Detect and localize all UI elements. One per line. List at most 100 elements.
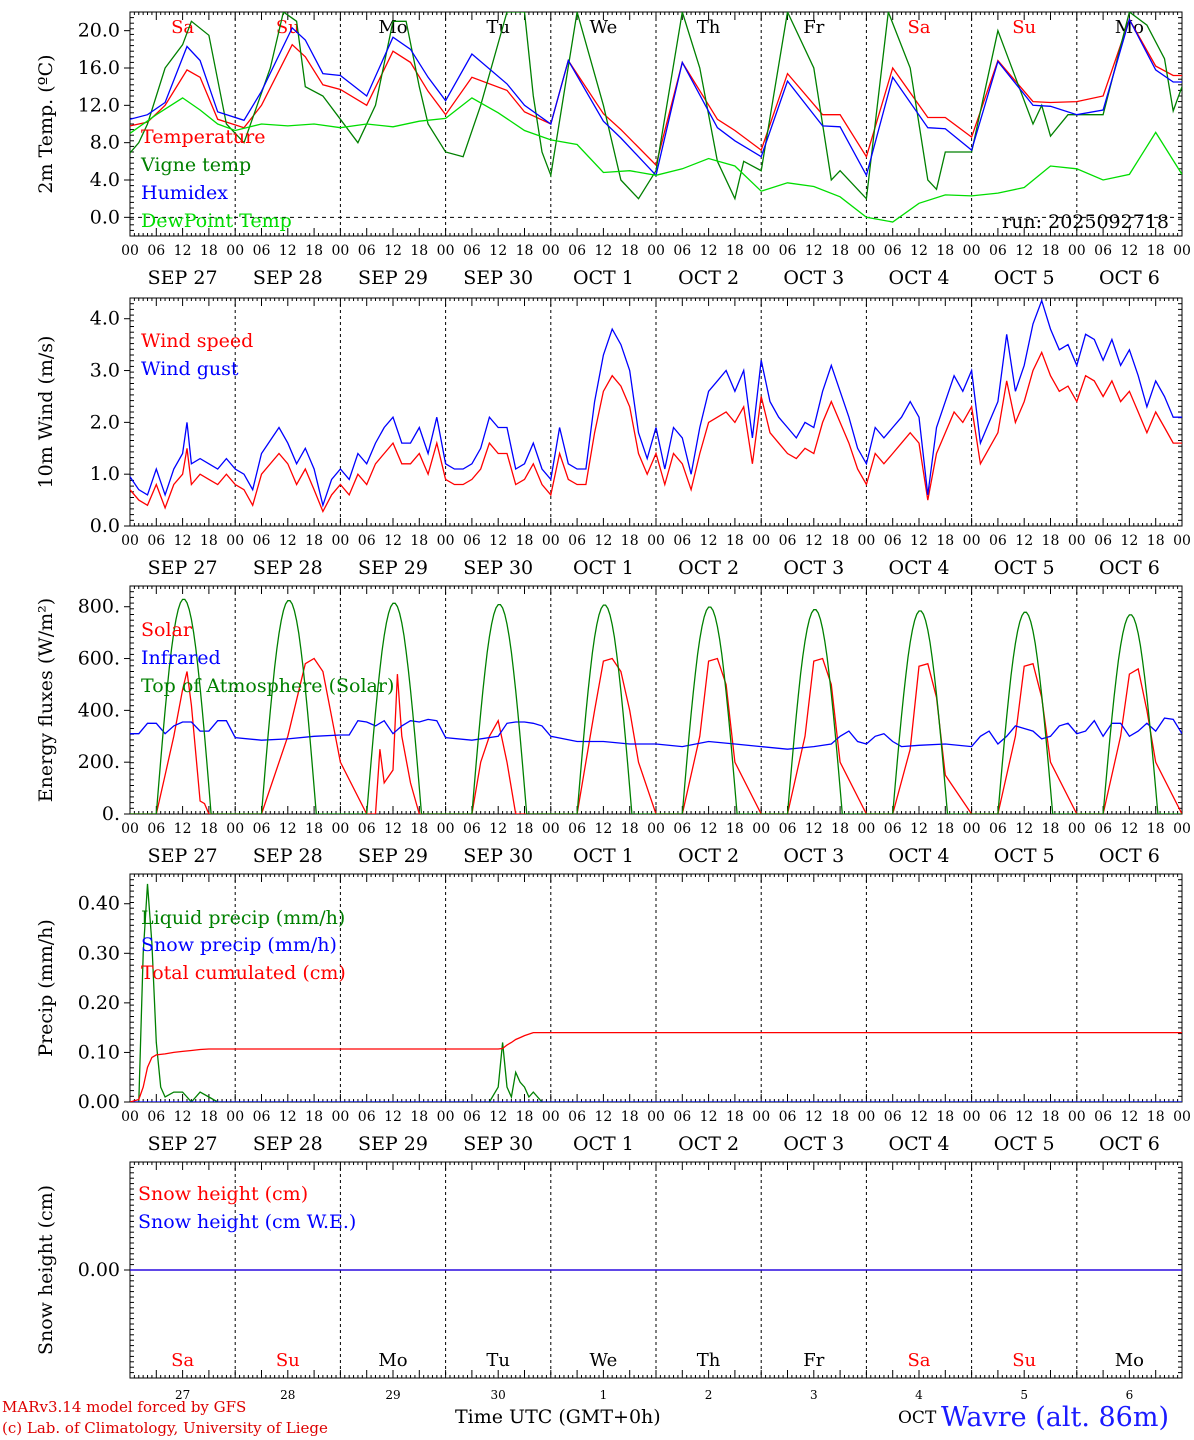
day-label: OCT 1 (573, 267, 634, 289)
hour-tick-label: 00 (331, 243, 349, 259)
day-label: SEP 30 (463, 1133, 533, 1155)
hour-tick-label: 12 (384, 243, 402, 259)
hour-tick-label: 00 (331, 533, 349, 549)
legend-entry: Snow height (cm W.E.) (138, 1211, 356, 1233)
y-tick-label: 200. (78, 751, 120, 773)
hour-tick-label: 12 (1120, 821, 1138, 837)
time-axis-label: Time UTC (GMT+0h) (455, 1406, 661, 1428)
day-label: OCT 3 (783, 1133, 844, 1155)
weekday-label: Mo (378, 1350, 407, 1371)
hour-tick-label: 06 (989, 533, 1007, 549)
hour-tick-label: 00 (647, 821, 665, 837)
y-axis-label: Precip (mm/h) (35, 919, 57, 1057)
day-label: SEP 29 (358, 267, 428, 289)
hour-tick-label: 12 (489, 1109, 507, 1125)
day-label: OCT 5 (994, 845, 1055, 867)
hour-tick-label: 18 (1042, 533, 1060, 549)
hour-tick-label: 06 (779, 533, 797, 549)
hour-tick-label: 00 (1068, 821, 1086, 837)
series-line-dewpoint-temp (130, 97, 1182, 223)
day-label: OCT 2 (678, 267, 739, 289)
hour-tick-label: 00 (331, 1109, 349, 1125)
panel-3: 0. 200. 400. 600. 800. Energy fluxes (W/m²) 00… (35, 585, 1191, 867)
weekday-label: Sa (171, 17, 194, 38)
day-label: SEP 27 (148, 1133, 218, 1155)
hour-tick-label: 06 (568, 243, 586, 259)
day-label: SEP 28 (253, 845, 323, 867)
day-label: SEP 28 (253, 557, 323, 579)
model-credit: MARv3.14 model forced by GFS (2, 1398, 247, 1416)
legend-entry: Wind speed (141, 330, 253, 352)
hour-tick-label: 18 (726, 821, 744, 837)
hour-tick-label: 06 (463, 821, 481, 837)
hour-tick-label: 12 (805, 1109, 823, 1125)
hour-tick-label: 12 (489, 821, 507, 837)
hour-tick-label: 12 (700, 243, 718, 259)
copyright-credit: (c) Lab. of Climatology, University of L… (2, 1419, 328, 1437)
hour-tick-label: 18 (936, 1109, 954, 1125)
hour-tick-label: 00 (121, 533, 139, 549)
y-tick-label: 0.0 (90, 515, 120, 537)
day-label: SEP 28 (253, 267, 323, 289)
hour-tick-label: 06 (779, 821, 797, 837)
y-tick-label: 0.00 (78, 1091, 120, 1113)
day-label: OCT 3 (783, 267, 844, 289)
hour-tick-label: 12 (279, 821, 297, 837)
legend-entry: Humidex (141, 182, 228, 204)
panel-2: 0.0 1.0 2.0 3.0 4.0 10m Wind (m/s) 00 06 12 18 00 0… (35, 297, 1191, 579)
day-label: OCT 5 (994, 1133, 1055, 1155)
day-label: SEP 30 (463, 845, 533, 867)
hour-tick-label: 00 (331, 821, 349, 837)
legend-entry: Total cumulated (cm) (141, 962, 346, 984)
day-number-label: 5 (1020, 1388, 1028, 1400)
hour-tick-label: 00 (963, 533, 981, 549)
hour-tick-label: 12 (805, 533, 823, 549)
panel-5: 0.00 Snow height (cm) Sa Su Mo Tu We Th Fr Sa Su Mo… (35, 1161, 1183, 1400)
hour-tick-label: 06 (989, 1109, 1007, 1125)
hour-tick-label: 06 (253, 821, 271, 837)
meteogram-chart: 0.04.08.012.016.020.02m Temp. (ºC)00 06 12… (35, 11, 1191, 1400)
y-tick-label: 4.0 (90, 308, 120, 330)
hour-tick-label: 18 (1147, 821, 1165, 837)
hour-tick-label: 18 (621, 533, 639, 549)
hour-tick-label: 06 (463, 1109, 481, 1125)
day-label: OCT 2 (678, 557, 739, 579)
hour-tick-label: 18 (305, 533, 323, 549)
y-tick-label: 0.0 (90, 206, 120, 228)
hour-tick-label: 18 (621, 1109, 639, 1125)
series-line-infrared (130, 717, 1182, 750)
y-tick-label: 12.0 (78, 94, 120, 116)
series-line-wind-gust (130, 298, 1182, 508)
y-tick-label: 0.00 (78, 1259, 120, 1281)
hour-tick-label: 12 (700, 821, 718, 837)
hour-tick-label: 06 (779, 243, 797, 259)
legend-entry: Top of Atmosphere (Solar) (141, 675, 394, 697)
y-tick-label: 0.10 (78, 1041, 120, 1063)
hour-tick-label: 12 (1120, 1109, 1138, 1125)
legend-entry: Infrared (141, 647, 221, 669)
hour-tick-label: 18 (305, 243, 323, 259)
hour-tick-label: 18 (1042, 243, 1060, 259)
hour-tick-label: 12 (1015, 1109, 1033, 1125)
legend-entry: Liquid precip (mm/h) (141, 907, 345, 929)
hour-tick-label: 00 (1173, 533, 1191, 549)
day-label: SEP 29 (358, 1133, 428, 1155)
hour-tick-label: 00 (647, 243, 665, 259)
day-label: SEP 29 (358, 845, 428, 867)
hour-tick-label: 18 (410, 821, 428, 837)
hour-tick-label: 06 (673, 1109, 691, 1125)
y-axis-label: 2m Temp. (ºC) (35, 54, 57, 193)
hour-tick-label: 06 (568, 533, 586, 549)
hour-tick-label: 18 (305, 821, 323, 837)
series-line-humidex (130, 17, 1182, 178)
hour-tick-label: 00 (437, 821, 455, 837)
y-tick-label: 0.30 (78, 942, 120, 964)
hour-tick-label: 00 (963, 243, 981, 259)
hour-tick-label: 18 (621, 821, 639, 837)
hour-tick-label: 06 (147, 533, 165, 549)
hour-tick-label: 12 (1015, 243, 1033, 259)
hour-tick-label: 00 (542, 1109, 560, 1125)
y-tick-label: 400. (78, 699, 120, 721)
weekday-label: Su (1012, 17, 1036, 38)
y-tick-label: 2.0 (90, 411, 120, 433)
